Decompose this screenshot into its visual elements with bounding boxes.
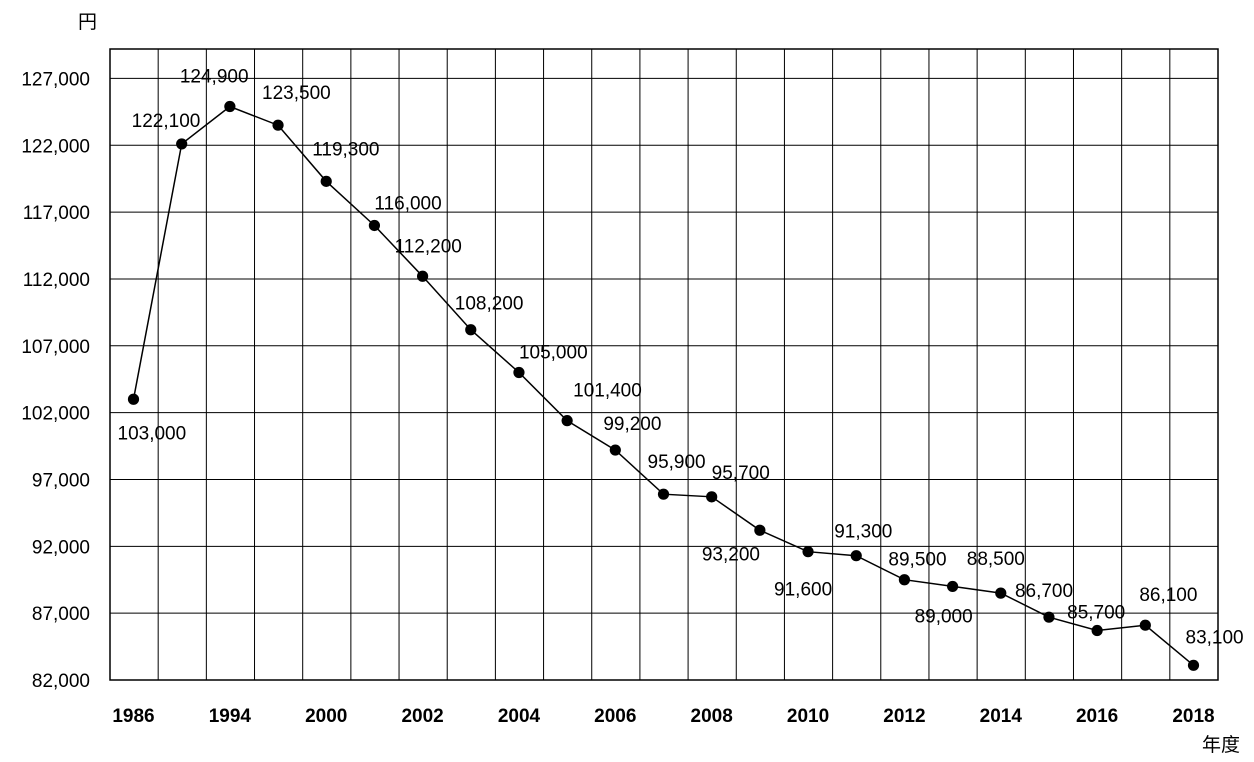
x-tick-label: 2010 — [787, 706, 829, 727]
data-point — [898, 574, 911, 586]
data-point — [995, 587, 1007, 599]
data-label: 89,000 — [915, 606, 973, 627]
data-label: 99,200 — [603, 414, 661, 435]
data-label: 95,700 — [712, 463, 770, 484]
data-label: 108,200 — [455, 294, 524, 315]
x-tick-label: 2000 — [305, 706, 347, 727]
y-tick-label: 82,000 — [32, 671, 90, 692]
data-point — [465, 324, 477, 336]
data-label: 103,000 — [118, 423, 187, 444]
data-label: 83,100 — [1186, 627, 1244, 648]
x-tick-label: 1994 — [209, 706, 252, 727]
data-point — [946, 580, 959, 593]
data-point — [1091, 624, 1103, 637]
data-point — [368, 219, 381, 232]
x-tick-label: 2016 — [1076, 706, 1118, 727]
data-point — [706, 491, 718, 503]
data-point — [416, 270, 429, 282]
data-point — [657, 488, 670, 500]
x-tick-label: 2018 — [1172, 706, 1214, 727]
data-label: 86,700 — [1015, 581, 1073, 602]
y-tick-label: 97,000 — [32, 470, 90, 491]
data-label: 95,900 — [648, 452, 706, 473]
data-label: 122,100 — [132, 111, 201, 132]
y-tick-label: 127,000 — [21, 69, 90, 90]
y-tick-label: 112,000 — [23, 270, 90, 291]
data-point — [272, 119, 284, 131]
y-tick-label: 117,000 — [23, 203, 90, 224]
data-label: 123,500 — [262, 83, 331, 104]
data-point — [176, 138, 188, 150]
data-point — [1187, 659, 1200, 671]
x-tick-label: 2008 — [691, 706, 733, 727]
y-tick-label: 122,000 — [21, 136, 90, 157]
data-point — [127, 393, 140, 405]
data-labels: 103,000 122,100 124,900 123,500 119,300 116,0… — [118, 66, 1244, 648]
data-label: 119,300 — [312, 139, 379, 160]
data-points — [127, 100, 1200, 671]
data-label: 112,200 — [395, 236, 462, 257]
data-point — [1139, 619, 1151, 631]
data-label: 88,500 — [967, 549, 1025, 570]
grid — [110, 49, 1218, 681]
data-label: 93,200 — [702, 544, 760, 565]
x-tick-label: 2012 — [883, 706, 925, 727]
y-tick-label: 102,000 — [21, 404, 90, 425]
data-point — [320, 175, 332, 187]
data-label: 86,100 — [1139, 585, 1197, 606]
data-label: 116,000 — [374, 193, 441, 214]
data-label: 85,700 — [1067, 603, 1125, 624]
plot-frame — [109, 48, 1219, 681]
y-tick-label: 92,000 — [32, 537, 90, 558]
data-label: 101,400 — [573, 381, 642, 402]
data-point — [850, 550, 862, 562]
data-point — [754, 524, 766, 536]
x-tick-label: 2004 — [498, 706, 541, 727]
data-point — [224, 100, 236, 113]
x-tick-label: 2006 — [594, 706, 636, 727]
data-point — [1043, 611, 1055, 623]
x-tick-label: 2014 — [980, 706, 1023, 727]
y-unit-label: 円 — [78, 11, 97, 33]
data-point — [802, 546, 814, 558]
data-point — [609, 444, 621, 456]
x-axis: 1986 1994 2000 2002 2004 2006 2008 2010 2012 2014… — [112, 706, 1214, 727]
data-label: 91,600 — [774, 580, 832, 601]
data-label: 105,000 — [519, 343, 588, 364]
x-tick-label: 2002 — [401, 706, 443, 727]
data-point — [513, 366, 525, 379]
x-unit-label: 年度 — [1202, 734, 1240, 756]
data-point — [561, 415, 573, 427]
y-tick-label: 87,000 — [32, 604, 90, 625]
data-label: 124,900 — [180, 66, 249, 87]
data-label: 91,300 — [834, 522, 892, 543]
y-axis: 82,000 87,000 92,000 97,000 102,000 107,000 11… — [21, 69, 90, 692]
y-tick-label: 107,000 — [21, 337, 90, 358]
data-label: 89,500 — [888, 550, 946, 571]
x-tick-label: 1986 — [112, 706, 154, 727]
